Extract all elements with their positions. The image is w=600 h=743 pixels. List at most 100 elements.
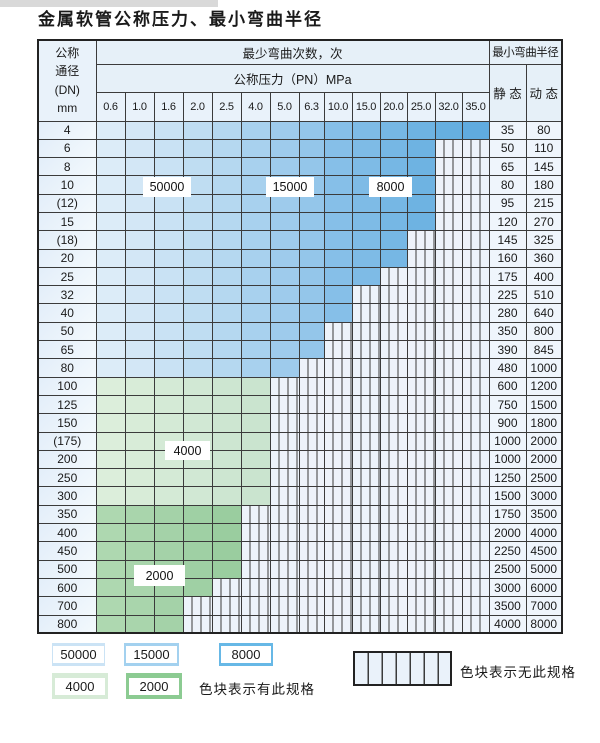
spec-cell: [211, 449, 242, 470]
static-radius-cell: 350: [488, 321, 527, 342]
no-spec-cell: [298, 596, 325, 616]
spec-cell: [240, 413, 271, 433]
spec-cell: [124, 413, 155, 433]
no-spec-cell: [240, 614, 271, 634]
no-spec-cell: [434, 394, 463, 415]
no-spec-cell: [323, 340, 353, 360]
spec-cell: [124, 266, 155, 287]
no-spec-cell: [182, 596, 213, 616]
no-spec-cell: [461, 230, 490, 250]
spec-cell: [182, 285, 213, 305]
row-dn-450: 450 2250 4500: [37, 541, 563, 561]
zone-label-8000: 8000: [369, 177, 412, 197]
dn-cell: 250: [37, 468, 97, 488]
no-spec-cell: [323, 358, 353, 378]
spec-cell: [323, 211, 353, 232]
dn-cell: 8: [37, 157, 97, 177]
no-spec-cell: [323, 376, 353, 396]
spec-cell: [240, 486, 271, 506]
row-dn-32: 32 225 510: [37, 285, 563, 305]
no-spec-cell: [298, 577, 325, 598]
no-spec-cell: [379, 303, 408, 323]
no-spec-cell: [323, 559, 353, 579]
no-spec-cell: [461, 340, 490, 360]
no-spec-cell: [461, 577, 490, 598]
dn-cell: 450: [37, 541, 97, 561]
spec-cell: [240, 431, 271, 451]
row-dn-15: 15 120 270: [37, 211, 563, 232]
spec-cell: [379, 211, 408, 232]
no-spec-cell: [269, 486, 300, 506]
no-spec-cell: [351, 577, 381, 598]
spec-cell: [95, 596, 126, 616]
spec-cell: [351, 266, 381, 287]
no-spec-cell: [461, 157, 490, 177]
no-spec-cell: [323, 413, 353, 433]
spec-cell: [124, 376, 155, 396]
dynamic-radius-cell: 845: [525, 340, 563, 360]
no-spec-cell: [461, 376, 490, 396]
static-radius-cell: 1250: [488, 468, 527, 488]
no-spec-cell: [240, 559, 271, 579]
dynamic-radius-cell: 400: [525, 266, 563, 287]
legend-no-spec-swatch: [353, 651, 452, 686]
row-dn-25: 25 175 400: [37, 266, 563, 287]
dynamic-radius-cell: 3500: [525, 504, 563, 525]
spec-cell: [298, 211, 325, 232]
legend-chip-50000: 50000: [52, 643, 105, 666]
no-spec-cell: [351, 541, 381, 561]
no-spec-cell: [461, 541, 490, 561]
spec-cell: [323, 120, 353, 140]
spec-cell: [182, 138, 213, 159]
spec-cell: [95, 120, 126, 140]
no-spec-cell: [461, 211, 490, 232]
spec-cell: [211, 211, 242, 232]
spec-cell: [124, 321, 155, 342]
no-spec-cell: [406, 449, 436, 470]
row-dn-6: 6 50 110: [37, 138, 563, 159]
spec-cell: [298, 285, 325, 305]
dynamic-radius-cell: 640: [525, 303, 563, 323]
spec-cell: [211, 358, 242, 378]
legend-chip-label: 2000: [129, 677, 179, 695]
spec-cell: [124, 248, 155, 268]
spec-cell: [95, 230, 126, 250]
spec-cell: [298, 340, 325, 360]
no-spec-cell: [323, 523, 353, 543]
spec-cell: [323, 303, 353, 323]
no-spec-cell: [406, 321, 436, 342]
row-dn-(18): (18) 145 325: [37, 230, 563, 250]
spec-cell: [95, 193, 126, 213]
spec-cell: [182, 413, 213, 433]
no-spec-cell: [434, 266, 463, 287]
spec-cell: [240, 157, 271, 177]
spec-cell: [95, 431, 126, 451]
no-spec-cell: [351, 376, 381, 396]
spec-cell: [95, 175, 126, 195]
spec-cell: [95, 413, 126, 433]
no-spec-cell: [461, 394, 490, 415]
spec-cell: [182, 523, 213, 543]
page-title: 金属软管公称压力、最小弯曲半径: [38, 10, 323, 30]
no-spec-cell: [298, 504, 325, 525]
no-spec-cell: [269, 577, 300, 598]
spec-cell: [124, 394, 155, 415]
dn-cell: 80: [37, 358, 97, 378]
spec-cell: [182, 504, 213, 525]
no-spec-cell: [323, 486, 353, 506]
no-spec-cell: [379, 577, 408, 598]
dynamic-radius-cell: 2000: [525, 431, 563, 451]
dn-cell: 4: [37, 120, 97, 140]
no-spec-cell: [269, 413, 300, 433]
no-spec-cell: [434, 230, 463, 250]
spec-cell: [298, 230, 325, 250]
spec-cell: [95, 157, 126, 177]
spec-cell: [95, 303, 126, 323]
no-spec-cell: [406, 303, 436, 323]
pressure-col-1.0: 1.0: [124, 91, 155, 122]
legend-chip-15000: 15000: [124, 643, 179, 666]
spec-cell: [182, 321, 213, 342]
no-spec-cell: [461, 431, 490, 451]
static-radius-cell: 225: [488, 285, 527, 305]
pressure-col-2.5: 2.5: [211, 91, 242, 122]
